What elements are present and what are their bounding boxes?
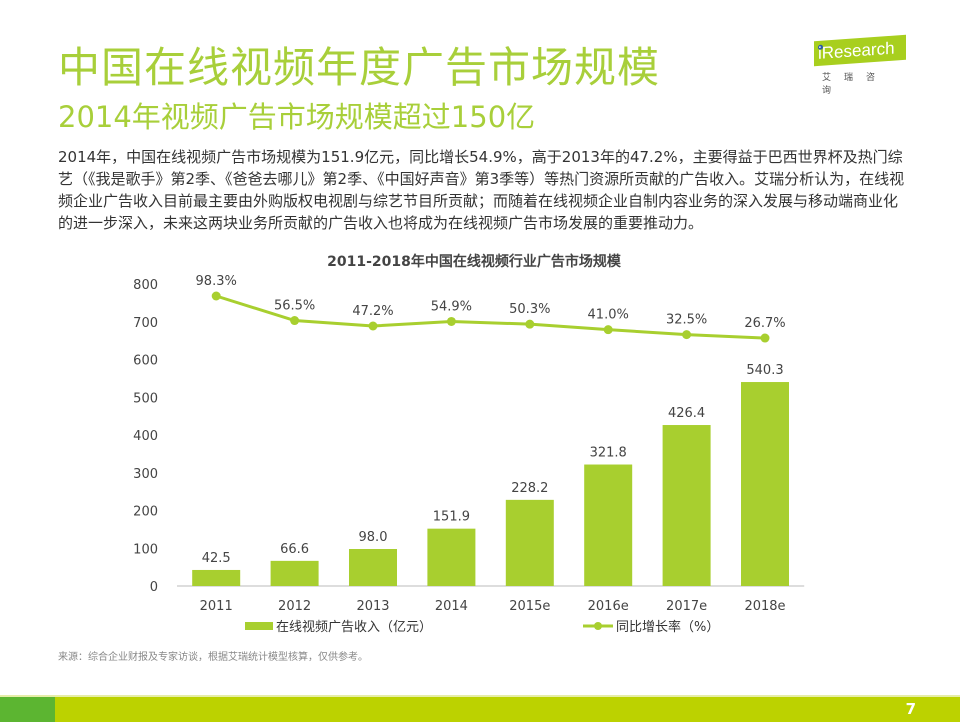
line-label: 26.7% (744, 316, 785, 331)
y-tick-label: 700 (133, 316, 158, 331)
y-tick-label: 400 (133, 429, 158, 444)
bar-label: 151.9 (433, 510, 470, 525)
line-label: 54.9% (431, 299, 472, 314)
y-tick-label: 100 (133, 542, 158, 557)
bar-label: 42.5 (202, 551, 231, 566)
y-tick-label: 800 (133, 278, 158, 293)
bar (192, 569, 241, 586)
x-tick-label: 2018e (744, 599, 785, 614)
legend-bar-swatch (245, 622, 273, 630)
y-tick-label: 600 (133, 354, 158, 369)
line-label: 98.3% (196, 274, 237, 289)
x-tick-label: 2016e (588, 599, 629, 614)
x-tick-label: 2013 (356, 599, 389, 614)
bar-label: 66.6 (280, 542, 309, 557)
line-point (290, 316, 300, 326)
line-point (760, 333, 770, 343)
bar (270, 560, 319, 586)
bar-label: 228.2 (511, 481, 548, 496)
bar (741, 382, 789, 586)
bar-label: 426.4 (668, 406, 705, 421)
chart-title: 2011-2018年中国在线视频行业广告市场规模 (327, 253, 622, 270)
legend-bar-label: 在线视频广告收入（亿元） (276, 620, 432, 635)
line-label: 47.2% (352, 304, 393, 319)
x-tick-label: 2015e (509, 599, 550, 614)
page-number: 7 (905, 700, 916, 718)
bar (349, 549, 397, 586)
bar (584, 464, 633, 586)
source-note: 来源：综合企业财报及专家访谈，根据艾瑞统计模型核算，仅供参考。 (58, 652, 368, 663)
x-tick-label: 2011 (200, 599, 233, 614)
x-tick-label: 2017e (666, 599, 707, 614)
logo-cn: 艾瑞咨询 (822, 73, 889, 96)
line-point (525, 319, 535, 329)
footer-bar: 7 (0, 695, 960, 722)
line-point (368, 321, 378, 331)
legend-line-label: 同比增长率（%） (616, 619, 719, 635)
legend-line-marker (594, 622, 602, 630)
line-label: 32.5% (666, 313, 707, 328)
line-point (603, 325, 613, 335)
page-subtitle: 2014年视频广告市场规模超过150亿 (58, 100, 536, 134)
y-tick-label: 0 (150, 580, 158, 595)
line-point (211, 291, 221, 301)
line-point (682, 330, 692, 340)
body-text: 2014年，中国在线视频广告市场规模为151.9亿元，同比增长54.9%，高于2… (58, 148, 905, 232)
bar (662, 425, 711, 586)
x-tick-label: 2014 (435, 599, 468, 614)
line-label: 50.3% (509, 302, 550, 317)
growth-line (215, 294, 766, 340)
bar-label: 321.8 (590, 446, 627, 461)
line-point (446, 316, 456, 326)
y-tick-label: 200 (133, 505, 158, 520)
line-label: 41.0% (588, 308, 629, 323)
y-tick-label: 500 (133, 391, 158, 406)
y-tick-label: 300 (133, 467, 158, 482)
bar (505, 499, 554, 586)
bar-label: 540.3 (746, 363, 783, 378)
x-tick-label: 2012 (278, 599, 311, 614)
line-label: 56.5% (274, 299, 315, 314)
bar (427, 528, 476, 586)
page-title: 中国在线视频年度广告市场规模 (58, 43, 661, 92)
iresearch-logo: iResearch 艾瑞咨询 (808, 34, 908, 96)
bar-label: 98.0 (359, 530, 388, 545)
